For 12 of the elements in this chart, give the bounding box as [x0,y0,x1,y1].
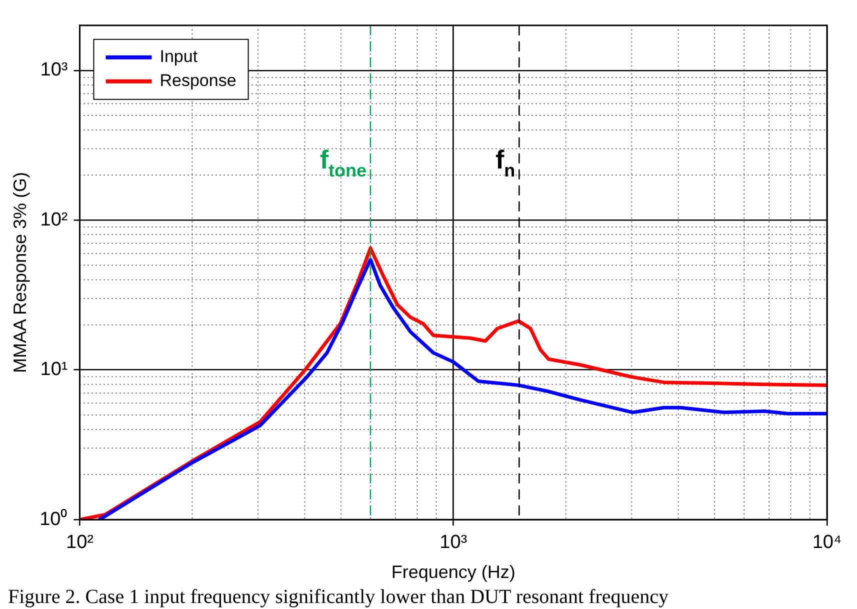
y-tick-label: 10³ [40,60,68,81]
caption: Figure 2. Case 1 input frequency significantly lower than DUT resonant frequency [8,586,670,608]
legend-label: Response [160,71,236,90]
legend-label: Input [160,47,198,66]
y-tick-label: 10¹ [40,359,68,380]
x-tick-label: 10³ [440,532,468,554]
x-tick-label: 10⁴ [812,532,842,554]
x-axis-title: Frequency (Hz) [391,562,516,582]
y-tick-label: 10⁰ [40,508,68,530]
y-tick-label: 10² [40,209,68,230]
y-axis-title: MMAA Response 3% (G) [10,172,30,374]
x-tick-label: 10² [66,532,94,554]
